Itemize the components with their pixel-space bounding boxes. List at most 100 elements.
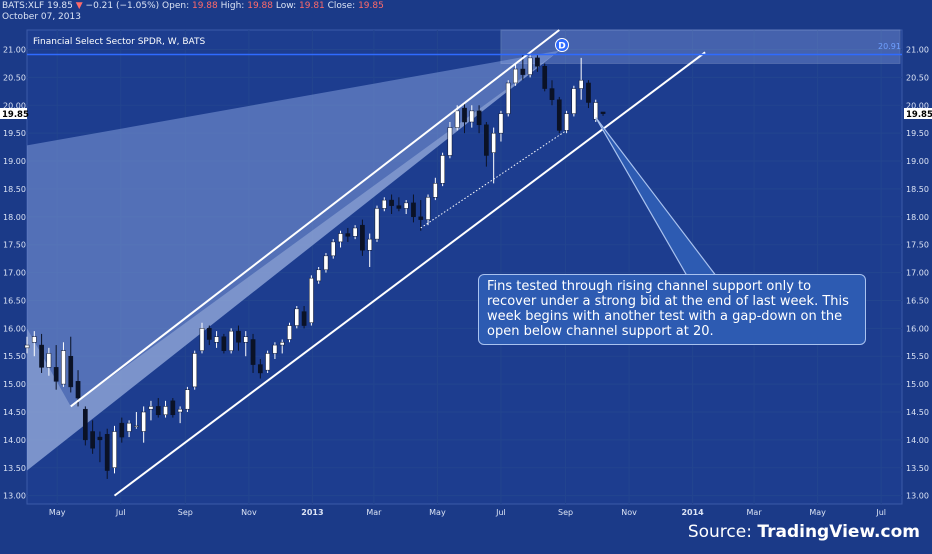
y-tick-label-left: 21.00 [3,46,26,55]
y-tick-label-right: 18.00 [906,213,929,222]
candle-body [199,328,205,351]
x-tick-label: 2014 [681,508,704,517]
candle-body [309,277,314,324]
candle-body [360,224,365,251]
candle-body [68,355,74,388]
y-tick-label-left: 20.50 [3,73,26,82]
candle-body [126,422,132,432]
low-label: Low: [275,1,297,11]
candle-body [61,350,66,385]
y-tick-label-left: 14.50 [3,408,26,417]
y-tick-label-right: 20.50 [906,73,929,82]
bar-date: October 07, 2013 [2,12,81,22]
candle-body [192,353,198,388]
candle-body [381,199,387,209]
close-label: Close: [327,1,356,11]
candle-body [564,113,569,131]
candle-body [542,65,548,89]
candle-body [323,255,329,271]
open-label: Open: [162,1,190,11]
high-value: 19.88 [247,1,273,11]
candle-body [228,330,234,351]
fan-region [27,50,560,471]
candle-body [185,389,190,410]
price-badge-right-text: 19.85 [906,110,932,120]
x-tick-label: May [809,508,826,517]
x-tick-label: Mar [366,508,382,517]
y-tick-label-left: 19.50 [3,129,26,138]
change-arrow-icon: ▼ [75,1,83,11]
candle-body [206,328,212,340]
y-tick-label-left: 17.50 [3,241,26,250]
candle-body [513,68,518,84]
candle-body [425,197,431,220]
candle-body [163,406,168,416]
y-tick-label-right: 17.50 [906,241,929,250]
y-tick-label-right: 20.00 [906,101,929,110]
candle-body [24,344,30,349]
candle-body [134,425,139,428]
y-tick-label-left: 15.50 [3,352,26,361]
candle-body [75,381,81,399]
source-name: TradingView.com [757,522,920,542]
pane-title: Financial Select Sector SPDR, W, BATS [33,37,205,47]
y-tick-label-right: 13.50 [906,464,929,473]
candle-body [484,124,489,156]
candle-body [82,408,88,441]
candle-body [294,308,300,326]
x-tick-label: Jul [495,508,506,517]
y-tick-label-left: 16.00 [3,324,26,333]
y-tick-label-right: 13.00 [906,492,929,501]
x-tick-label: 2013 [301,508,323,517]
candle-body [396,205,402,209]
y-tick-label-left: 17.00 [3,269,26,278]
x-tick-label: Sep [558,508,573,517]
candle-body [345,233,351,237]
candle-body [279,342,285,346]
marker-d[interactable]: D [555,38,569,52]
candle-body [432,183,438,198]
time-axis: May Jul Sep Nov 2013 Mar May Jul Sep Nov 2014 Mar Ma… [49,508,886,517]
trend-lines [27,29,902,497]
candle-body [287,325,292,340]
candle-body [155,406,161,416]
candle-body [498,113,504,134]
candle-body [104,434,110,471]
candle-body [338,233,343,243]
candle-body [491,132,497,153]
candle-body [600,111,606,114]
y-tick-label-right: 14.00 [906,436,929,445]
candle-body [243,336,249,343]
candle-body [90,431,95,449]
candle-body [31,336,37,343]
candle-body [257,364,263,374]
candle-body [374,208,380,240]
candle-body [535,57,540,67]
low-value: 19.81 [299,1,325,11]
price-badge-right: 19.85 [904,108,932,120]
candle-body [53,367,59,382]
y-tick-label-left: 15.00 [3,380,26,389]
annotation-callout[interactable]: Fins tested through rising channel suppo… [478,274,866,345]
candle-body [272,344,278,354]
y-tick-label-right: 15.50 [906,352,929,361]
candle-body [39,344,44,368]
y-tick-label-right: 21.00 [906,46,929,55]
symbol-label[interactable]: BATS:XLF [2,1,45,11]
y-tick-label-right: 18.50 [906,185,929,194]
candle-body [265,353,270,371]
x-tick-label: Sep [178,508,193,517]
candle-body [454,110,460,128]
candle-body [462,107,467,123]
candle-body [236,330,241,343]
y-tick-label-left: 20.00 [3,101,26,110]
y-tick-label-right: 14.50 [906,408,929,417]
x-tick-label: Nov [621,508,637,517]
candle-body [97,436,103,441]
fan-region-inner [27,50,560,471]
candle-body [367,238,373,251]
y-tick-label-left: 16.50 [3,296,26,305]
y-tick-label-right: 16.50 [906,296,929,305]
